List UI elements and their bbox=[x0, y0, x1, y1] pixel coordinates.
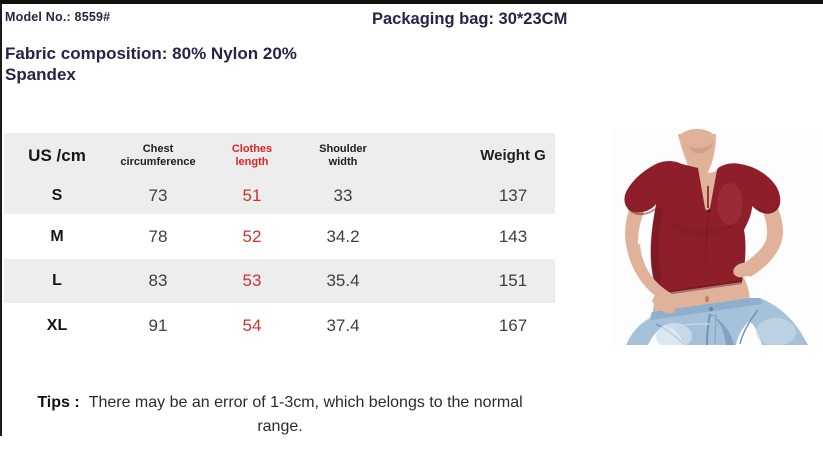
chest-value: 91 bbox=[148, 315, 168, 335]
weight-value: 143 bbox=[498, 226, 528, 246]
jeans bbox=[626, 298, 808, 345]
size-cell: L bbox=[52, 272, 62, 289]
shoulder-value: 37.4 bbox=[326, 315, 360, 335]
table-row-s: S 73 51 33 137 bbox=[4, 178, 555, 214]
tips-text: There may be an error of 1-3cm, which be… bbox=[88, 394, 523, 411]
chest-value: 78 bbox=[148, 226, 168, 246]
size-cell: XL bbox=[46, 316, 68, 334]
tips-line-1: Tips : There may be an error of 1-3cm, wh… bbox=[2, 390, 558, 415]
red-top bbox=[624, 161, 781, 296]
chest-column-header: Chest circumference bbox=[120, 142, 196, 168]
weight-value: 137 bbox=[498, 186, 528, 205]
product-photo bbox=[612, 128, 819, 345]
weight-column-header: Weight G bbox=[480, 147, 546, 164]
clothes-length-value: 51 bbox=[242, 186, 262, 205]
tips-label: Tips : bbox=[37, 394, 80, 411]
model-number-label: Model No.: 8559# bbox=[5, 10, 111, 24]
size-cell: S bbox=[51, 187, 63, 204]
clothes-length-value: 52 bbox=[242, 226, 262, 246]
model-illustration bbox=[612, 128, 819, 345]
tips-note: Tips : There may be an error of 1-3cm, wh… bbox=[2, 390, 558, 439]
fabric-composition-label: Fabric composition: 80% Nylon 20% Spande… bbox=[5, 44, 297, 84]
size-table: US /cm Chest circumference Clothes lengt… bbox=[4, 133, 555, 348]
tips-line-2: range. bbox=[257, 418, 303, 435]
table-row-m: M 78 52 34.2 143 bbox=[4, 214, 555, 259]
shoulder-value: 35.4 bbox=[326, 271, 360, 290]
chest-value: 83 bbox=[148, 271, 168, 290]
shoulder-column-header: Shoulder width bbox=[319, 142, 367, 168]
clothes-length-column-header: Clothes length bbox=[231, 142, 273, 168]
clothes-length-value: 54 bbox=[242, 315, 262, 335]
weight-value: 151 bbox=[498, 271, 528, 290]
weight-value: 167 bbox=[498, 315, 528, 335]
packaging-label: Packaging bag: 30*23CM bbox=[372, 10, 568, 28]
chest-value: 73 bbox=[148, 186, 168, 205]
clothes-length-value: 53 bbox=[242, 271, 262, 290]
table-header-row: US /cm Chest circumference Clothes lengt… bbox=[4, 133, 555, 178]
model-hands bbox=[632, 228, 780, 314]
table-row-xl: XL 91 54 37.4 167 bbox=[4, 303, 555, 348]
size-cell: M bbox=[50, 227, 64, 245]
unit-header: US /cm bbox=[28, 145, 86, 165]
table-row-l: L 83 53 35.4 151 bbox=[4, 259, 555, 303]
shoulder-value: 33 bbox=[333, 186, 353, 205]
left-border-line bbox=[0, 4, 2, 436]
shoulder-value: 34.2 bbox=[326, 226, 360, 246]
top-black-bar bbox=[0, 0, 823, 4]
